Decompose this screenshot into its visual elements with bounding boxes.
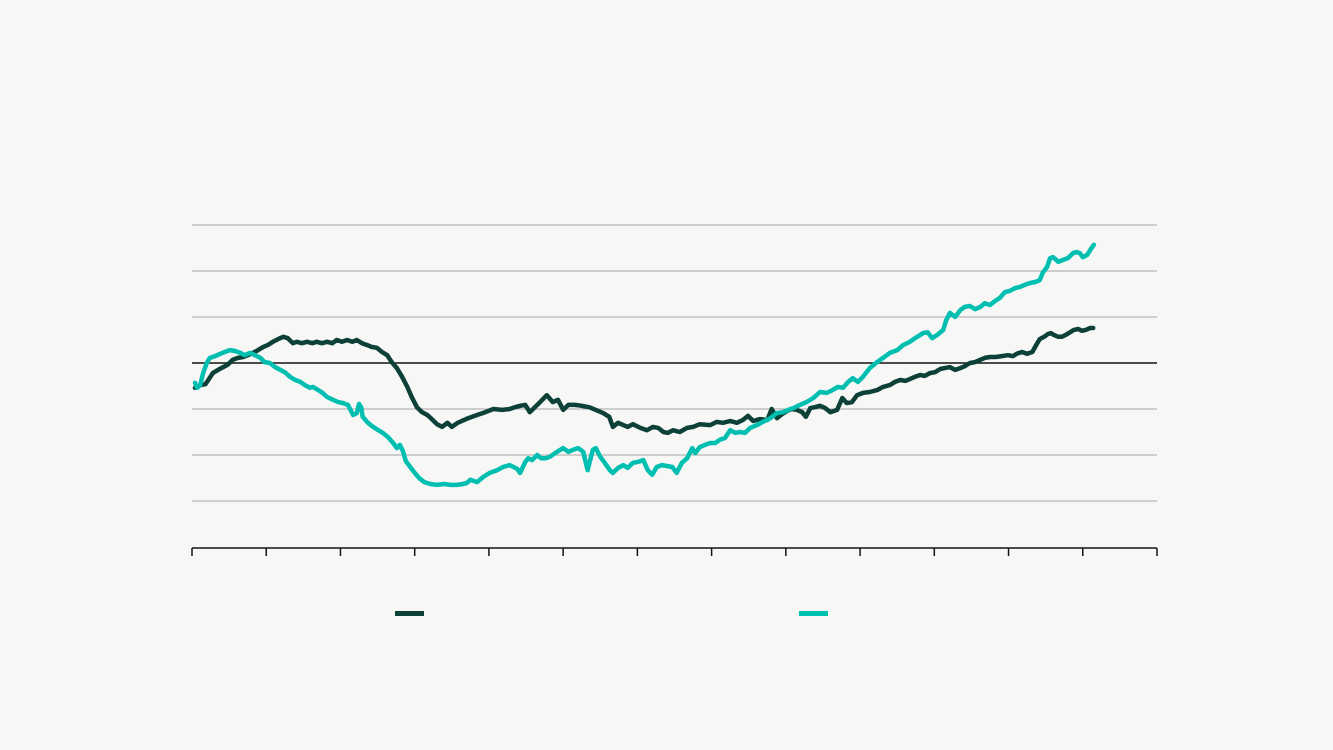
series-teal-line [192,242,1097,488]
series-dark-line [192,325,1096,436]
x-axis [191,547,1158,556]
data-series [192,242,1097,488]
legend-swatch-dark [395,611,424,616]
legend [395,611,828,616]
legend-swatch-teal [799,611,828,616]
gridlines [192,224,1157,502]
